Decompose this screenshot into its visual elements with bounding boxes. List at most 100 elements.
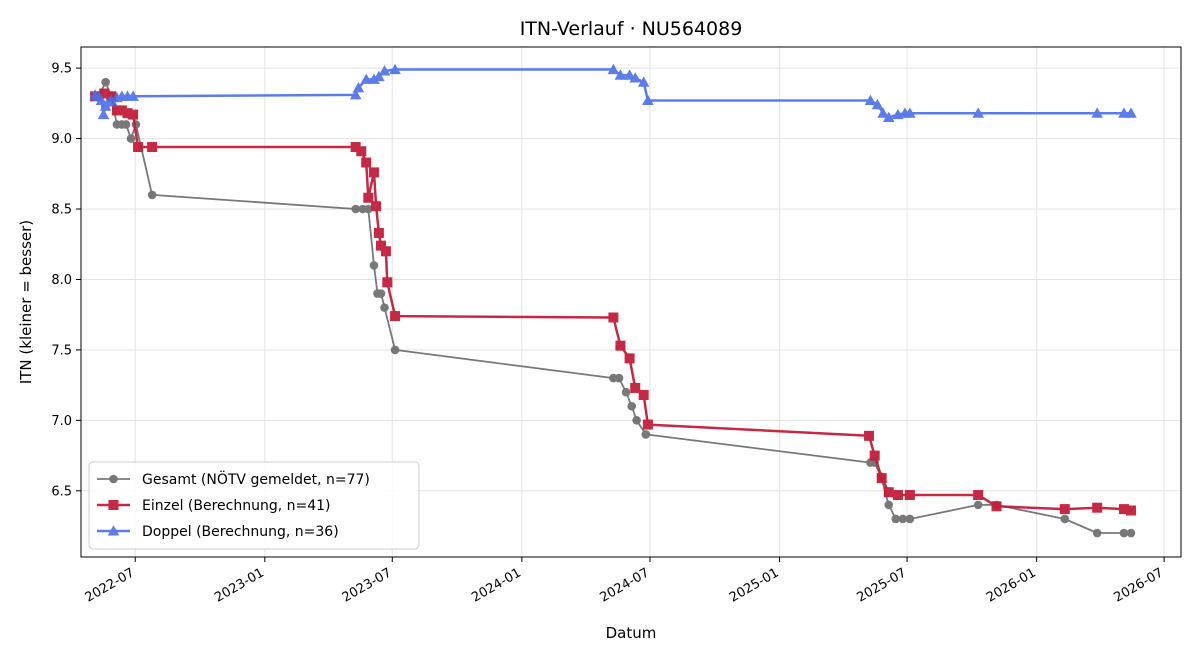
data-point <box>615 340 626 351</box>
series-layer <box>89 63 1137 538</box>
y-tick-label: 7.5 <box>51 343 72 358</box>
data-point <box>378 65 391 76</box>
data-point <box>1126 505 1136 516</box>
data-point <box>99 88 110 99</box>
data-point <box>122 108 133 119</box>
data-point <box>864 430 875 441</box>
data-point <box>101 77 110 87</box>
data-point <box>1092 528 1102 538</box>
data-point <box>380 246 391 257</box>
legend-label: Gesamt (NÖTV gemeldet, n=77) <box>142 470 370 488</box>
data-point <box>973 490 984 501</box>
data-point <box>1118 504 1129 515</box>
data-point <box>1126 528 1136 538</box>
data-point <box>632 416 641 425</box>
data-point <box>877 107 889 118</box>
y-tick-label: 9.5 <box>51 62 72 77</box>
data-point <box>368 73 380 84</box>
data-point <box>637 76 650 87</box>
data-point <box>361 157 372 168</box>
data-point <box>641 430 651 439</box>
data-point <box>105 94 118 106</box>
data-point <box>147 190 157 200</box>
data-point <box>883 487 894 498</box>
data-point <box>608 312 619 323</box>
data-point <box>1060 514 1070 524</box>
legend-marker <box>107 525 120 536</box>
data-point <box>876 473 887 484</box>
data-point <box>133 142 144 153</box>
data-point <box>607 63 620 75</box>
data-point <box>127 90 139 101</box>
data-point <box>352 82 365 93</box>
data-point <box>360 73 373 84</box>
data-point <box>972 107 984 118</box>
data-point <box>898 514 908 524</box>
chart-title: ITN-Verlauf · NU564089 <box>520 18 743 40</box>
data-point <box>350 142 361 153</box>
data-point <box>892 490 903 501</box>
data-point <box>1125 107 1137 118</box>
y-tick-label: 9.0 <box>51 132 72 147</box>
legend-entry <box>97 525 130 536</box>
data-point <box>376 240 386 251</box>
data-point <box>95 94 108 106</box>
data-point <box>364 204 373 214</box>
data-point <box>371 201 382 212</box>
data-point <box>349 89 362 100</box>
data-point <box>126 134 136 143</box>
series-2 <box>90 88 1136 516</box>
grid <box>81 47 1181 557</box>
data-point <box>891 514 901 524</box>
legend-marker <box>108 500 119 510</box>
data-point <box>373 227 384 238</box>
data-point <box>121 120 131 129</box>
data-point <box>864 94 877 106</box>
x-axis-label: Datum <box>606 624 657 642</box>
data-point <box>356 146 367 157</box>
data-point <box>373 70 385 82</box>
data-point <box>128 109 139 120</box>
y-tick-label: 7.0 <box>51 414 72 429</box>
data-point <box>116 105 127 116</box>
series-3 <box>89 63 1137 122</box>
data-point <box>905 514 915 524</box>
data-point <box>390 311 401 322</box>
data-point <box>614 373 624 383</box>
y-tick-label: 8.5 <box>51 203 72 218</box>
legend-marker <box>109 474 118 484</box>
data-point <box>389 63 401 75</box>
data-point <box>871 98 884 110</box>
data-point <box>1119 528 1129 538</box>
data-point <box>614 69 627 80</box>
data-point <box>904 490 915 501</box>
data-point <box>882 111 895 122</box>
data-point <box>973 500 983 510</box>
legend-box <box>88 461 420 550</box>
data-point <box>630 382 641 393</box>
plot-frame <box>80 46 1182 558</box>
data-point <box>629 72 642 83</box>
data-point <box>638 389 649 400</box>
legend: Gesamt (NÖTV gemeldet, n=77) Einzel (Bere… <box>88 461 420 550</box>
data-point <box>380 303 389 312</box>
data-point <box>390 345 400 355</box>
data-point <box>376 289 386 298</box>
data-point <box>621 387 631 397</box>
data-point <box>382 277 393 288</box>
data-point <box>1059 504 1070 515</box>
data-point <box>363 192 374 203</box>
y-tick-label: 6.5 <box>51 484 72 499</box>
data-point <box>368 167 379 178</box>
y-tick-label: 8.0 <box>51 273 72 288</box>
data-point <box>991 501 1002 512</box>
data-point <box>97 108 110 120</box>
data-point <box>1091 107 1103 118</box>
data-point <box>642 419 653 430</box>
data-point <box>642 94 654 106</box>
legend-entry <box>97 500 130 510</box>
legend-label: Einzel (Berechnung, n=41) <box>142 498 331 514</box>
data-point <box>869 450 880 461</box>
data-point <box>369 261 379 270</box>
data-point <box>147 142 158 153</box>
